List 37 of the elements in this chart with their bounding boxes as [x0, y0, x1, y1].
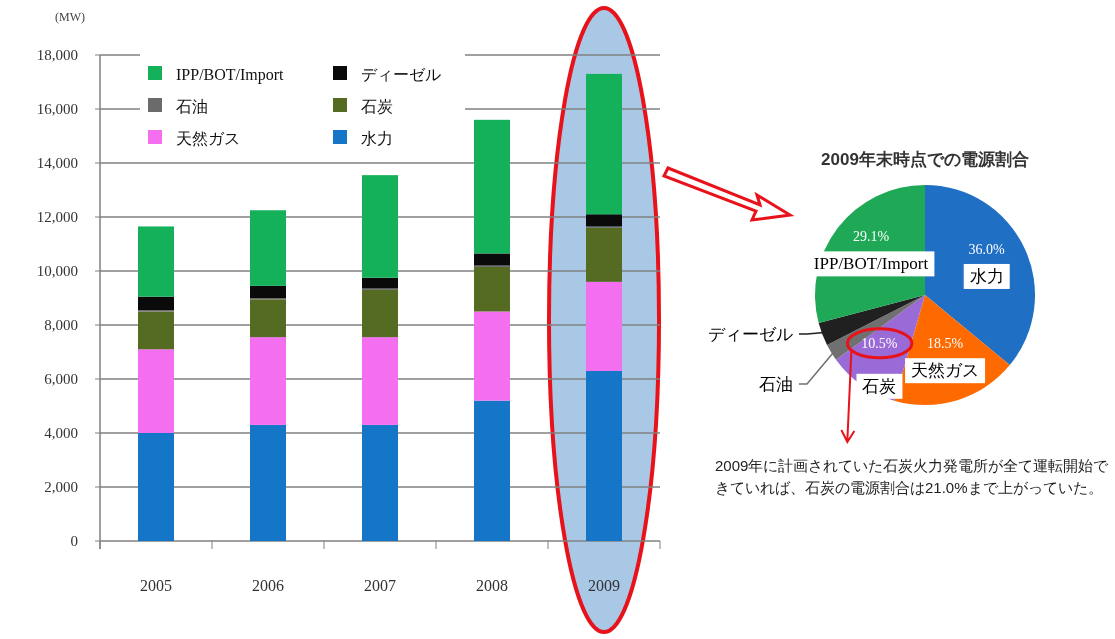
label-box: 石炭 [856, 373, 903, 399]
legend-label: 水力 [361, 130, 393, 147]
slice-label: IPP/BOT/Import [813, 254, 929, 274]
slice-label: ディーゼル [708, 325, 793, 344]
y-tick-label: 10,000 [36, 263, 78, 279]
y-tick-label: 0 [70, 533, 78, 549]
x-tick-label: 2008 [476, 577, 508, 594]
slice-label: 天然ガス [911, 361, 980, 381]
y-tick-label: 8,000 [44, 317, 78, 333]
y-tick-label: 6,000 [44, 371, 78, 387]
y-tick-label: 14,000 [36, 155, 78, 171]
legend-label: ディーゼル [361, 66, 441, 83]
legend-label: 石油 [176, 98, 208, 115]
chart-title: 2009年末時点での電源割合 [821, 150, 1029, 169]
y-tick-label: 12,000 [36, 209, 78, 225]
data-label: 36.0% [968, 241, 1006, 257]
data-label: 18.5% [926, 336, 964, 352]
legend-label: 石炭 [361, 98, 393, 115]
x-tick-label: 2007 [364, 577, 396, 594]
label-box: 天然ガス [905, 358, 986, 384]
slice-label: 水力 [969, 266, 1004, 286]
y-tick-label: 2,000 [44, 479, 78, 495]
legend-label: IPP/BOT/Import [176, 66, 285, 84]
data-label: 29.1% [852, 229, 890, 245]
text: 2009年に計画されていた石炭火力発電所が全て運転開始できていれば、石炭の電源割合は21.0%まで上がっていた。 [715, 456, 1110, 498]
label-box: 石油 [753, 348, 837, 397]
y-tick-label: 16,000 [36, 101, 78, 117]
data-label: 10.5% [861, 335, 898, 351]
slice-label: 石油 [759, 375, 793, 394]
x-tick-label: 2006 [252, 577, 284, 594]
y-tick-label: 18,000 [36, 47, 78, 63]
legend-label: 天然ガス [176, 130, 240, 147]
slice-label: 石炭 [862, 376, 897, 396]
x-tick-label: 2009 [588, 577, 620, 594]
x-tick-label: 2005 [140, 577, 172, 594]
y-axis-title: (MW) [55, 10, 85, 24]
y-tick-label: 4,000 [44, 425, 78, 441]
